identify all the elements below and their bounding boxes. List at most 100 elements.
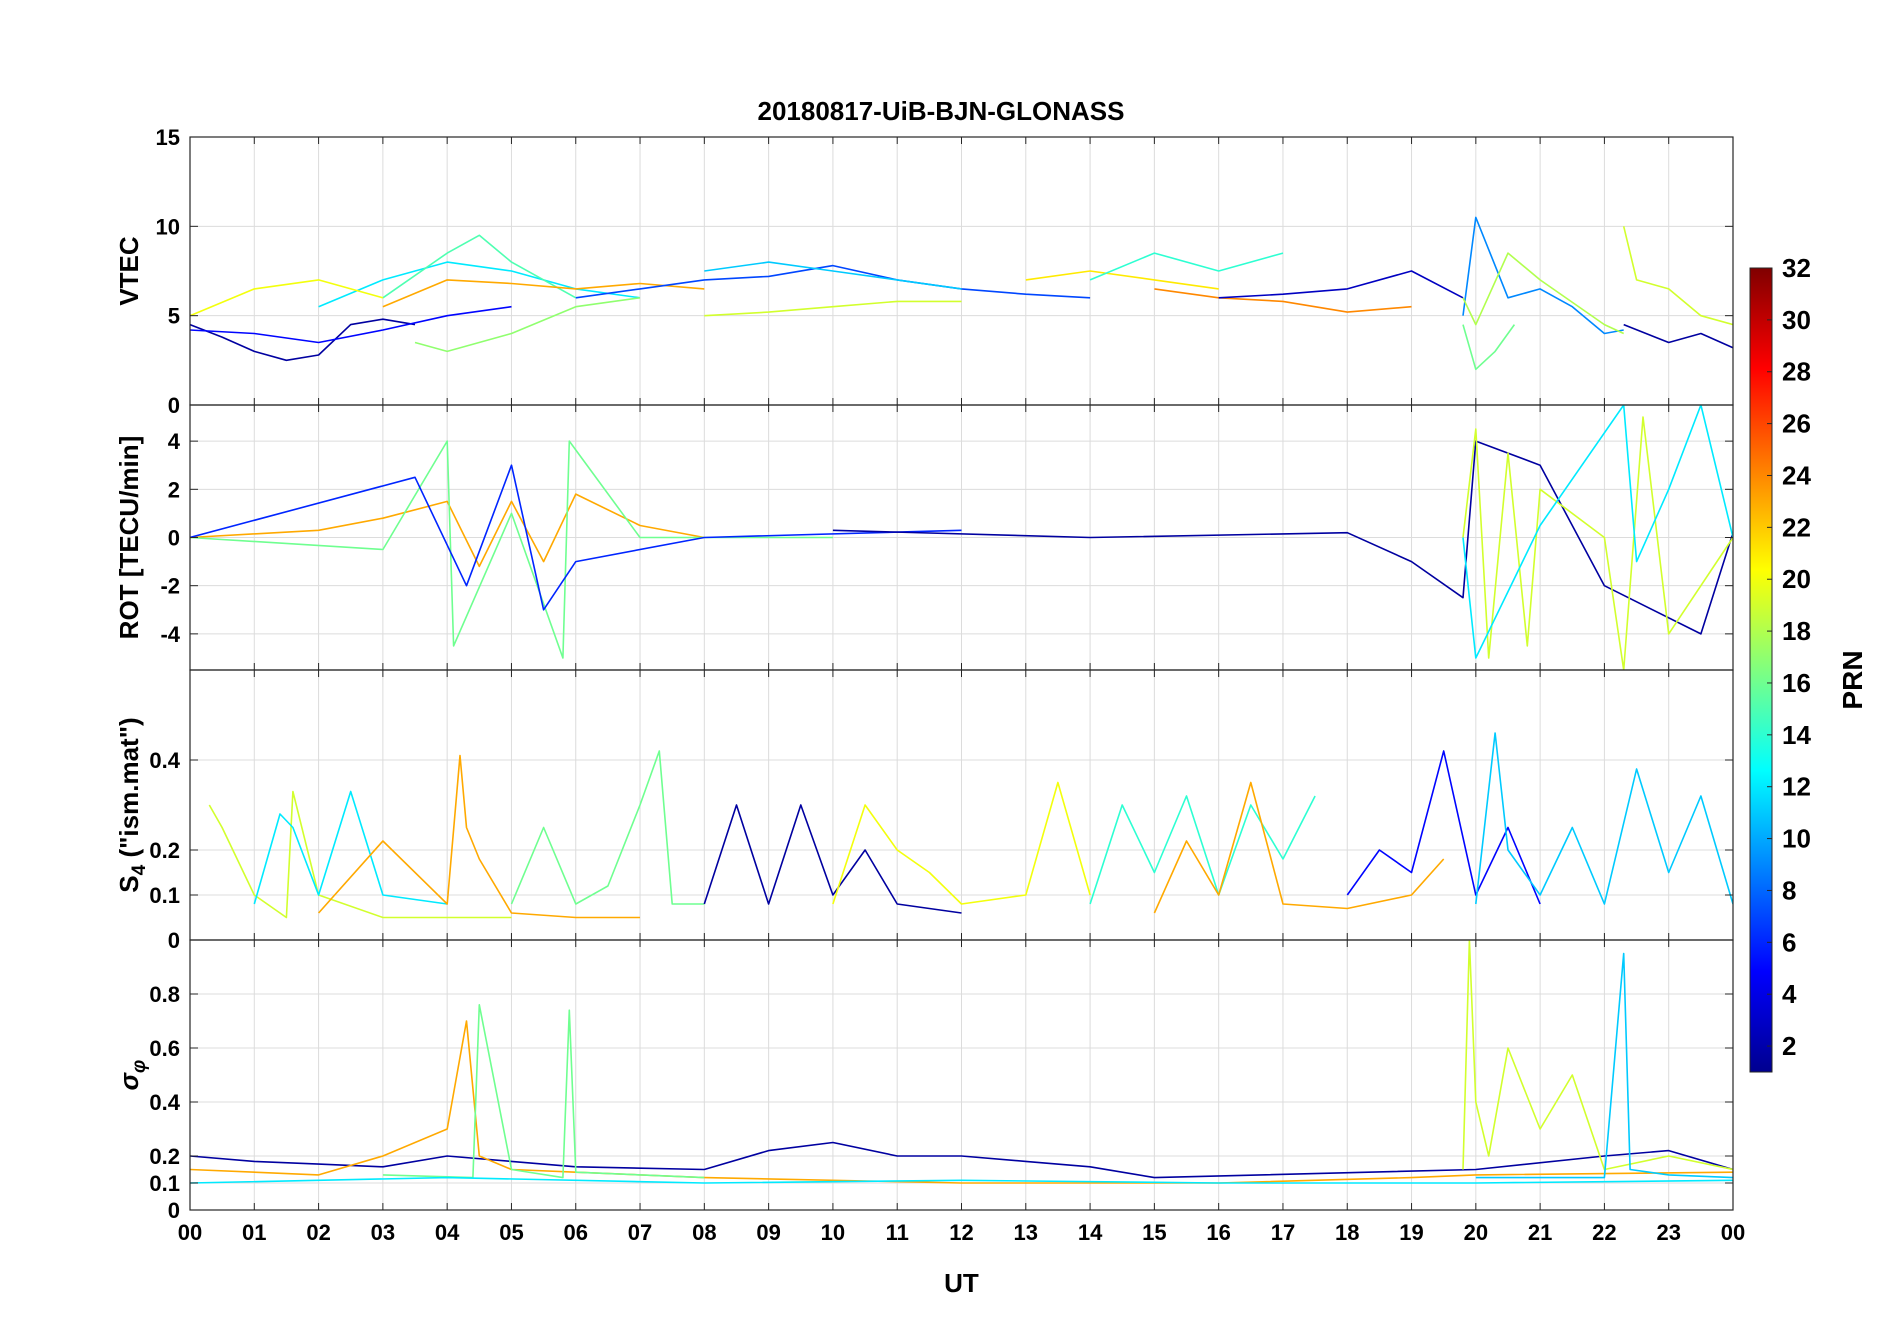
series-line-prn-12 (1462, 405, 1733, 659)
x-tick-label: 17 (1271, 1220, 1295, 1245)
series-line-prn-23 (190, 493, 705, 568)
x-axis-label: UT (944, 1268, 979, 1298)
colorbar-tick-label: 4 (1782, 979, 1797, 1009)
x-tick-label: 00 (1721, 1220, 1745, 1245)
y-tick-label: 5 (168, 304, 180, 329)
x-tick-label: 05 (499, 1220, 523, 1245)
colorbar-tick-label: 2 (1782, 1031, 1796, 1061)
colorbar-tick-label: 16 (1782, 668, 1811, 698)
y-tick-label: 0.2 (149, 838, 180, 863)
series-line-prn-23 (190, 1020, 1733, 1184)
series-line-prn-7 (575, 264, 1091, 299)
sigma-phi-axes-frame (189, 939, 1734, 1211)
series-line-prn-2 (190, 1141, 1733, 1179)
series-line-prn-24 (1154, 288, 1412, 313)
s4-traces (208, 732, 1733, 919)
x-tick-label: 22 (1592, 1220, 1616, 1245)
series-line-prn-16 (1462, 324, 1516, 371)
s4-ticks: 0 0.1 0.2 0.4 (149, 670, 1734, 953)
colorbar-tick-label: 20 (1782, 564, 1811, 594)
colorbar-tick-label: 26 (1782, 409, 1811, 439)
x-tick-label: 03 (371, 1220, 395, 1245)
colorbar-tick-label: 32 (1782, 253, 1811, 283)
y-tick-label: 2 (168, 477, 180, 502)
panel-vtec: 0 5 10 15 VTEC (114, 125, 1734, 418)
y-tick-label: 15 (156, 125, 180, 150)
y-tick-label: 0 (168, 393, 180, 418)
colorbar-tick-label: 10 (1782, 824, 1811, 854)
sigma-phi-ticks: 00.10.2 0.4 0.6 0.8 00 01 02 03 04 05 06 07 08 09 10 11… (149, 940, 1745, 1245)
y-tick-label: 10 (156, 214, 180, 239)
series-line-prn-12 (318, 261, 641, 308)
series-line-prn-19 (1622, 226, 1733, 326)
colorbar-tick-label: 22 (1782, 512, 1811, 542)
series-line-prn-11 (1475, 952, 1733, 1179)
x-tick-label: 00 (178, 1220, 202, 1245)
series-line-prn-16 (382, 1003, 705, 1179)
series-line-prn-19 (1462, 416, 1733, 670)
x-tick-label: 16 (1206, 1220, 1230, 1245)
y-tick-label: 0.8 (149, 982, 180, 1007)
series-line-prn-11 (704, 261, 962, 290)
panel-s4: 0 0.1 0.2 0.4 S4 ("ism.mat") (114, 669, 1734, 953)
x-tick-label: 13 (1014, 1220, 1038, 1245)
series-line-prn-19 (704, 300, 962, 317)
series-line-prn-2 (190, 318, 416, 362)
series-line-prn-23 (1153, 781, 1445, 914)
colorbar-tick-label: 14 (1782, 720, 1811, 750)
x-tick-label: 07 (628, 1220, 652, 1245)
colorbar-tick-label: 30 (1782, 305, 1811, 335)
series-line-prn-20 (190, 279, 384, 317)
x-tick-label: 23 (1656, 1220, 1680, 1245)
x-tick-label: 15 (1142, 1220, 1166, 1245)
series-line-prn-23 (318, 754, 640, 919)
s4-grid (190, 670, 1733, 941)
colorbar-tick-label: 6 (1782, 927, 1796, 957)
x-tick-label: 12 (949, 1220, 973, 1245)
sigma-phi-grid (190, 940, 1733, 1211)
y-tick-label: 4 (168, 429, 181, 454)
series-line-prn-12 (253, 790, 448, 905)
x-tick-label: 04 (435, 1220, 460, 1245)
series-line-prn-12 (190, 1176, 1733, 1184)
series-line-prn-2 (703, 804, 962, 914)
rot-traces (190, 405, 1733, 670)
colorbar-label: PRN (1837, 650, 1868, 709)
panel-rot: -4 -2 0 2 4 ROT [TECU/min] (114, 404, 1734, 671)
series-line-prn-15 (382, 234, 577, 299)
x-tick-label: 02 (306, 1220, 330, 1245)
x-tick-label: 10 (821, 1220, 845, 1245)
vtec-ticks: 0 5 10 15 (156, 125, 1734, 418)
series-line-prn-9 (1462, 216, 1624, 335)
series-line-prn-16 (510, 750, 705, 905)
colorbar-tick-label: 8 (1782, 875, 1796, 905)
x-tick-label: 01 (242, 1220, 266, 1245)
y-tick-label: 0 (168, 1198, 180, 1223)
y-tick-label: 0.1 (149, 883, 180, 908)
y-tick-label: -4 (160, 622, 180, 647)
series-line-prn-18 (1462, 252, 1625, 335)
y-tick-label: 0.1 (149, 1171, 180, 1196)
series-line-prn-16 (190, 440, 833, 659)
s4-ylabel: S4 ("ism.mat") (114, 717, 150, 892)
x-tick-label: 11 (886, 1220, 909, 1245)
series-line-prn-19 (208, 790, 512, 919)
series-line-prn-19 (1462, 940, 1733, 1171)
x-tick-label: 20 (1464, 1220, 1488, 1245)
x-tick-label: 09 (756, 1220, 780, 1245)
series-line-prn-17 (414, 297, 641, 353)
y-tick-label: 0.4 (149, 748, 180, 773)
y-tick-label: 0.4 (149, 1090, 180, 1115)
x-tick-label: 21 (1528, 1220, 1552, 1245)
series-line-prn-21 (1025, 270, 1219, 290)
series-line-prn-3 (1218, 270, 1464, 299)
series-line-prn-20 (832, 781, 1091, 905)
vtec-ylabel: VTEC (114, 236, 144, 306)
y-tick-label: -2 (160, 574, 180, 599)
panel-sigma-phi: 00.10.2 0.4 0.6 0.8 00 01 02 03 04 05 06 07 08 09 10 11… (114, 939, 1745, 1245)
x-tick-label: 19 (1399, 1220, 1423, 1245)
x-tick-label: 06 (564, 1220, 588, 1245)
